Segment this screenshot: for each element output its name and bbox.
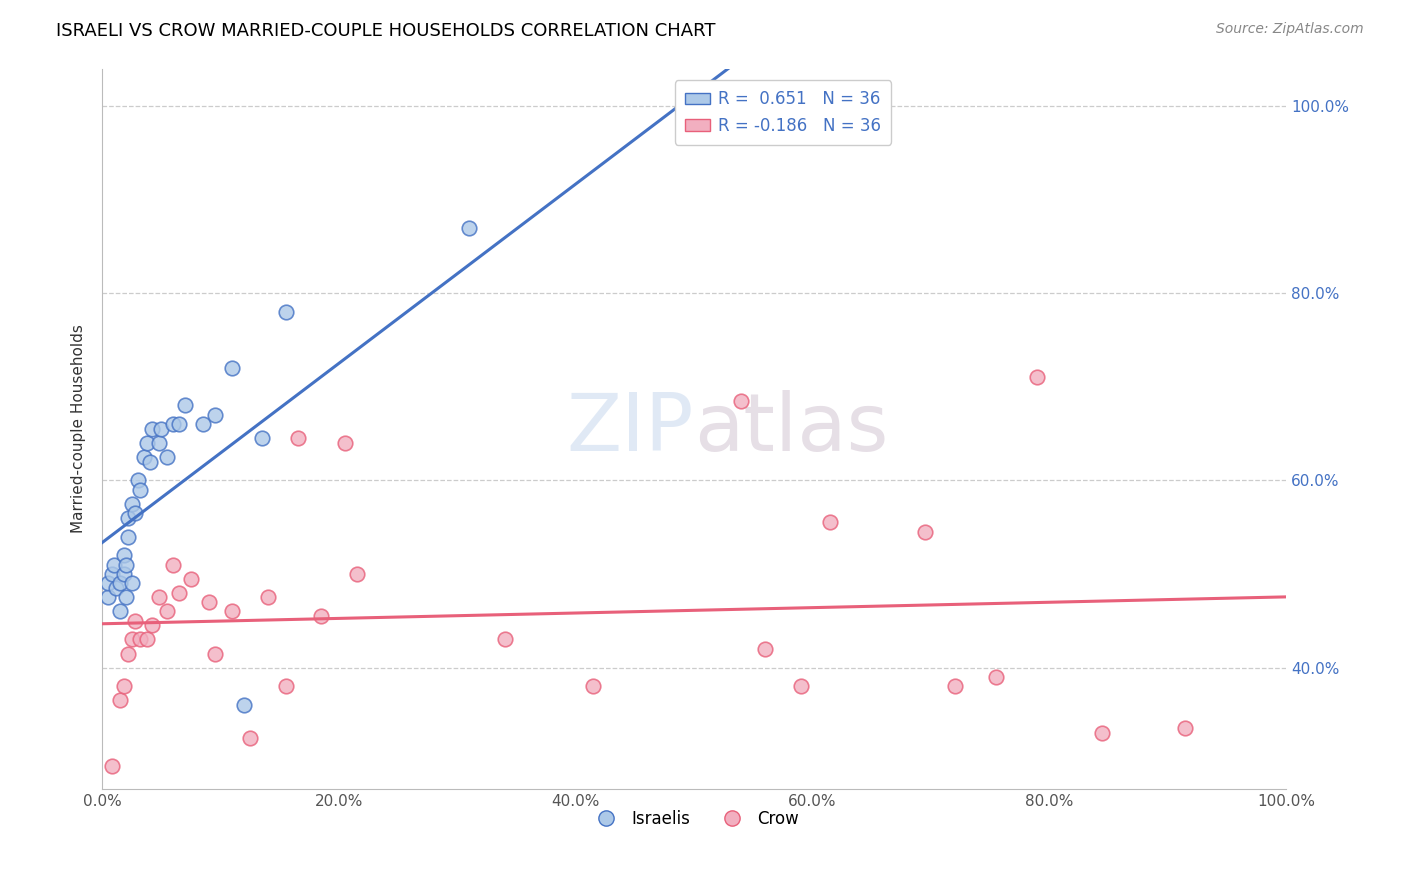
Point bbox=[174, 399, 197, 413]
Point bbox=[730, 108, 752, 122]
Point bbox=[250, 431, 273, 445]
Point bbox=[730, 393, 752, 408]
Point bbox=[156, 450, 179, 464]
Point bbox=[494, 632, 516, 647]
Point bbox=[115, 591, 138, 605]
Point bbox=[458, 220, 481, 235]
Point bbox=[1174, 722, 1197, 736]
Point bbox=[984, 670, 1007, 684]
Point bbox=[117, 529, 139, 543]
Point bbox=[754, 641, 776, 656]
Point bbox=[239, 731, 262, 745]
Point bbox=[124, 506, 146, 520]
Point bbox=[97, 576, 120, 591]
Point bbox=[112, 566, 135, 581]
Point bbox=[197, 595, 219, 609]
Text: atlas: atlas bbox=[695, 390, 889, 468]
Point bbox=[1091, 726, 1114, 740]
Point bbox=[789, 679, 811, 693]
Point bbox=[136, 632, 159, 647]
Point bbox=[117, 510, 139, 524]
Point bbox=[148, 591, 170, 605]
Point bbox=[1026, 370, 1049, 384]
Point bbox=[204, 647, 226, 661]
Point bbox=[108, 604, 131, 618]
Point bbox=[221, 361, 243, 376]
Point bbox=[108, 576, 131, 591]
Point bbox=[346, 566, 368, 581]
Point bbox=[136, 436, 159, 450]
Point bbox=[138, 455, 160, 469]
Point bbox=[309, 609, 332, 624]
Point bbox=[818, 516, 841, 530]
Point bbox=[274, 679, 297, 693]
Point bbox=[121, 632, 143, 647]
Point bbox=[914, 524, 936, 539]
Point bbox=[167, 585, 190, 599]
Point bbox=[141, 618, 163, 632]
Point bbox=[233, 698, 256, 712]
Point bbox=[150, 422, 173, 436]
Point bbox=[274, 305, 297, 319]
Point bbox=[582, 679, 605, 693]
Text: ZIP: ZIP bbox=[567, 390, 695, 468]
Point bbox=[221, 604, 243, 618]
Point bbox=[141, 422, 163, 436]
Point bbox=[108, 693, 131, 707]
Point bbox=[167, 417, 190, 432]
Point bbox=[124, 614, 146, 628]
Point bbox=[287, 431, 309, 445]
Point bbox=[204, 408, 226, 422]
Point bbox=[156, 604, 179, 618]
Point bbox=[333, 436, 356, 450]
Point bbox=[257, 591, 280, 605]
Point bbox=[121, 497, 143, 511]
Point bbox=[103, 558, 125, 572]
Point bbox=[112, 679, 135, 693]
Point bbox=[162, 558, 184, 572]
Point bbox=[129, 632, 152, 647]
Point bbox=[112, 548, 135, 562]
Point bbox=[100, 566, 122, 581]
Legend: Israelis, Crow: Israelis, Crow bbox=[583, 804, 806, 835]
Point bbox=[115, 558, 138, 572]
Y-axis label: Married-couple Households: Married-couple Households bbox=[72, 325, 86, 533]
Point bbox=[121, 576, 143, 591]
Point bbox=[943, 679, 966, 693]
Point bbox=[180, 572, 202, 586]
Text: ISRAELI VS CROW MARRIED-COUPLE HOUSEHOLDS CORRELATION CHART: ISRAELI VS CROW MARRIED-COUPLE HOUSEHOLD… bbox=[56, 22, 716, 40]
Point bbox=[132, 450, 155, 464]
Point bbox=[97, 591, 120, 605]
Point bbox=[162, 417, 184, 432]
Point bbox=[191, 417, 214, 432]
Point bbox=[127, 474, 149, 488]
Point bbox=[117, 647, 139, 661]
Text: Source: ZipAtlas.com: Source: ZipAtlas.com bbox=[1216, 22, 1364, 37]
Point bbox=[100, 759, 122, 773]
Point bbox=[105, 581, 128, 595]
Point bbox=[129, 483, 152, 497]
Point bbox=[148, 436, 170, 450]
